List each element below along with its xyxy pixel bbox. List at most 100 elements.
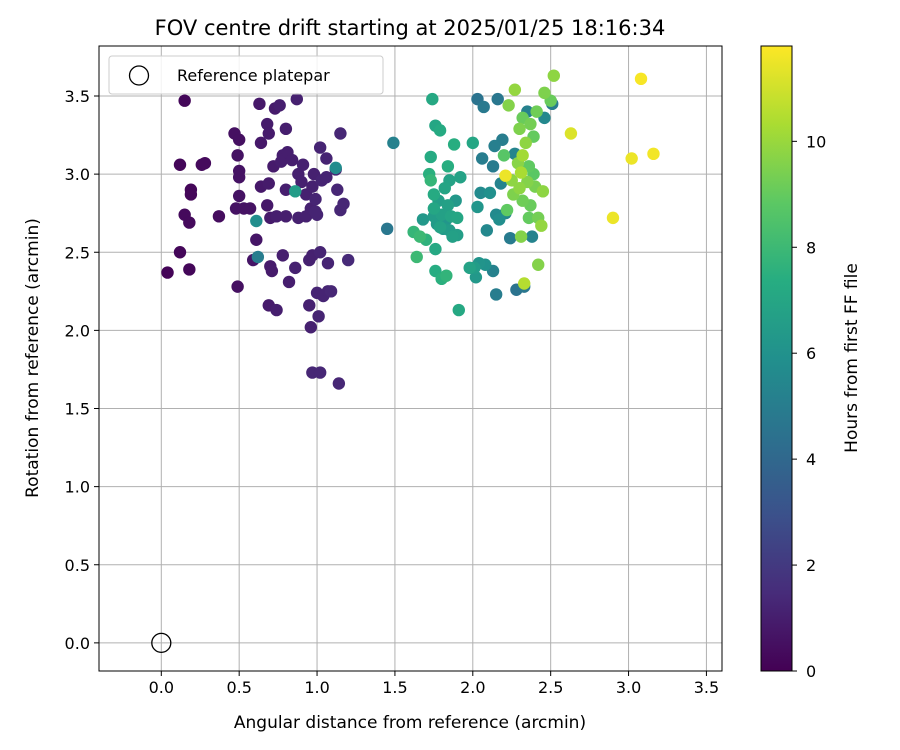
data-point (538, 86, 551, 100)
data-point (178, 94, 191, 107)
data-point (413, 230, 427, 243)
data-point (535, 219, 548, 232)
data-point (261, 199, 274, 212)
data-point (231, 149, 244, 162)
data-point (475, 152, 489, 165)
data-point (276, 249, 289, 262)
data-point (440, 269, 453, 282)
data-point (471, 200, 484, 214)
data-point (251, 250, 265, 264)
data-point (499, 169, 512, 182)
data-point (243, 202, 257, 215)
x-tick-label: 3.0 (616, 678, 641, 697)
data-point (427, 202, 441, 215)
data-point (427, 188, 441, 201)
legend: Reference platepar (108, 55, 384, 95)
colorbar-tick-label: 0 (806, 662, 816, 681)
data-point (625, 152, 638, 165)
data-point (446, 230, 459, 243)
data-point (198, 156, 212, 170)
data-point (313, 366, 327, 379)
data-point (500, 203, 514, 217)
data-point (474, 186, 487, 200)
data-point (424, 174, 437, 187)
data-point (183, 216, 196, 229)
data-point (312, 310, 325, 323)
y-tick-label: 1.5 (65, 400, 90, 419)
data-point (289, 261, 302, 275)
colorbar-tick-label: 6 (806, 344, 816, 363)
data-point (320, 152, 333, 165)
data-point (519, 136, 532, 150)
data-point (161, 266, 174, 279)
data-point (320, 171, 333, 184)
data-point (183, 263, 196, 276)
data-point (491, 92, 504, 106)
data-point (285, 153, 299, 167)
data-point (231, 280, 244, 293)
data-point (279, 183, 293, 196)
data-point (447, 138, 461, 151)
colorbar-ticks: 0 2 4 6 8 10 (792, 132, 826, 681)
data-point (488, 139, 501, 153)
chart-title: FOV centre drift starting at 2025/01/25 … (155, 16, 666, 40)
y-tick-label: 2.0 (65, 321, 90, 340)
data-point (262, 177, 275, 190)
data-point (634, 72, 648, 86)
data-point (524, 117, 537, 131)
colorbar: 0 2 4 6 8 10 Hours from first FF file (760, 45, 862, 681)
colorbar-tick-label: 4 (806, 450, 816, 469)
data-point (270, 210, 283, 223)
data-point (332, 377, 346, 390)
data-point (306, 180, 319, 193)
colorbar-tick-label: 10 (806, 132, 826, 151)
data-point (279, 210, 293, 223)
data-point (212, 210, 226, 223)
plot-frame (98, 45, 723, 672)
data-point (265, 264, 279, 278)
data-point (250, 233, 263, 246)
data-point (530, 105, 543, 118)
legend-box (108, 55, 384, 95)
data-point (536, 185, 550, 198)
data-point (313, 246, 327, 259)
data-point (532, 258, 545, 271)
data-point (273, 99, 286, 112)
data-point (295, 175, 308, 189)
y-tick-label: 0.5 (65, 556, 90, 575)
colorbar-gradient (760, 45, 793, 672)
y-tick-label: 1.0 (65, 478, 90, 497)
x-tick-label: 1.0 (304, 678, 329, 697)
data-point (517, 277, 531, 290)
data-point (606, 211, 620, 225)
scatter-points (161, 69, 660, 390)
data-point (254, 136, 268, 150)
y-axis-label: Rotation from reference (arcmin) (23, 218, 43, 498)
legend-circle-marker-icon (128, 65, 150, 86)
data-point (469, 271, 483, 284)
data-point (331, 183, 344, 196)
data-point (441, 160, 455, 173)
data-point (310, 208, 324, 221)
data-point (483, 186, 497, 200)
x-axis-label: Angular distance from reference (arcmin) (234, 713, 586, 733)
data-point (647, 147, 660, 161)
data-point (184, 188, 198, 201)
data-point (289, 185, 302, 198)
data-point (313, 141, 327, 154)
data-point (547, 69, 560, 82)
data-point (503, 231, 517, 245)
data-point (508, 83, 522, 96)
data-point (304, 321, 318, 334)
data-point (424, 150, 437, 164)
x-tick-label: 2.5 (538, 678, 563, 697)
data-point (380, 222, 394, 236)
y-tick-label: 2.5 (65, 243, 90, 262)
data-point (564, 127, 578, 140)
colorbar-tick-label: 8 (806, 238, 816, 257)
data-point (463, 261, 476, 275)
data-point (502, 99, 515, 112)
colorbar-label: Hours from first FF file (842, 263, 862, 453)
data-point (451, 211, 464, 225)
